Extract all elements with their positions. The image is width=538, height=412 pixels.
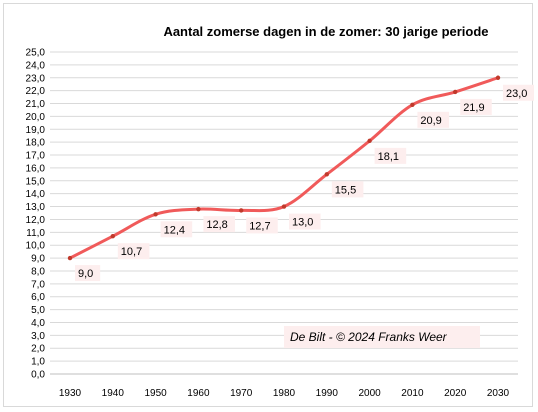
data-point <box>196 206 201 212</box>
data-label-background <box>75 265 101 282</box>
y-tick-label: 9,0 <box>31 254 45 265</box>
data-point <box>281 204 287 209</box>
data-label: 18,1 <box>378 151 399 163</box>
data-label-background <box>331 181 364 198</box>
data-label: 12,8 <box>206 219 227 231</box>
data-label: 12,7 <box>249 220 270 232</box>
y-tick-label: 17,0 <box>26 151 46 162</box>
y-tick-label: 23,0 <box>26 73 46 84</box>
data-label: 12,4 <box>164 224 185 236</box>
x-tick-label: 1970 <box>230 388 253 399</box>
data-label: 15,5 <box>335 184 356 196</box>
data-point <box>324 172 329 177</box>
data-point <box>453 89 458 95</box>
y-tick-label: 0,0 <box>31 370 45 381</box>
x-tick-label: 2010 <box>401 388 424 399</box>
data-label-background <box>117 243 150 260</box>
data-point <box>110 233 116 239</box>
y-tick-label: 5,0 <box>31 305 45 316</box>
data-label-background <box>460 98 492 115</box>
x-tick-label: 1930 <box>59 388 82 399</box>
x-tick-label: 2000 <box>358 388 381 399</box>
chart-title: Aantal zomerse dagen in de zomer: 30 jar… <box>163 24 488 39</box>
credit-annotation: De Bilt - © 2024 Franks Weer <box>290 330 448 344</box>
y-tick-label: 14,0 <box>26 189 46 200</box>
x-tick-label: 2030 <box>487 388 510 399</box>
credit-box: De Bilt - © 2024 Franks Weer <box>284 326 480 348</box>
data-label: 10,7 <box>121 246 142 258</box>
y-tick-label: 15,0 <box>26 176 46 187</box>
y-tick-label: 2,0 <box>31 344 45 355</box>
y-tick-label: 3,0 <box>31 331 45 342</box>
y-tick-label: 7,0 <box>31 279 45 290</box>
x-tick-label: 1990 <box>316 388 339 399</box>
y-tick-label: 11,0 <box>26 228 45 239</box>
chart-frame: Aantal zomerse dagen in de zomer: 30 jar… <box>3 3 534 407</box>
data-label-background <box>246 217 278 234</box>
data-markers <box>67 75 501 261</box>
x-tick-label: 1980 <box>273 388 296 399</box>
data-label: 23,0 <box>506 88 527 100</box>
y-tick-label: 16,0 <box>26 163 46 174</box>
data-point <box>495 75 501 80</box>
data-label: 21,9 <box>463 102 484 114</box>
data-point <box>367 138 372 144</box>
gridlines <box>50 51 518 375</box>
y-tick-label: 12,0 <box>26 215 46 226</box>
y-tick-label: 18,0 <box>26 138 46 149</box>
data-label: 20,9 <box>420 115 441 127</box>
x-tick-label: 2020 <box>444 388 467 399</box>
y-tick-label: 1,0 <box>31 357 45 368</box>
y-tick-label: 6,0 <box>31 292 45 303</box>
y-axis-tick-labels: 0,0 1,0 2,0 3,0 4,0 5,0 6,0 7,0 8,09,0 10,0 11,0 12… <box>26 48 46 381</box>
y-tick-label: 13,0 <box>26 202 46 213</box>
y-tick-label: 20,0 <box>26 112 46 123</box>
data-point <box>410 102 415 108</box>
line-chart: Aantal zomerse dagen in de zomer: 30 jar… <box>26 24 534 399</box>
data-labels: 9,0 10,7 12,4 12,8 12,7 13,0 15,5 18,1 20,9 21,9 2… <box>75 84 534 282</box>
y-tick-label: 4,0 <box>31 318 45 329</box>
data-label-background <box>203 216 235 233</box>
data-point <box>239 208 244 213</box>
data-label: 9,0 <box>78 268 93 280</box>
x-tick-label: 1950 <box>144 388 167 399</box>
data-point <box>67 255 73 261</box>
x-axis-tick-labels: 1930 1940 1950 1960 1970 1980 1990 2000 2010 2020… <box>59 388 510 399</box>
x-tick-label: 1960 <box>187 388 210 399</box>
data-label: 13,0 <box>292 217 313 229</box>
y-tick-label: 25,0 <box>26 48 46 59</box>
data-label-background <box>289 213 321 230</box>
y-tick-label: 10,0 <box>26 241 46 252</box>
data-label-background <box>160 221 193 238</box>
y-tick-label: 22,0 <box>26 86 46 97</box>
y-tick-label: 24,0 <box>26 60 46 71</box>
y-tick-label: 21,0 <box>26 99 46 110</box>
y-tick-label: 19,0 <box>26 125 46 136</box>
data-label-background <box>503 84 534 101</box>
data-point <box>153 212 158 217</box>
data-label-background <box>374 147 407 164</box>
data-label-background <box>417 111 449 128</box>
y-tick-label: 8,0 <box>31 266 45 277</box>
x-tick-label: 1940 <box>102 388 125 399</box>
